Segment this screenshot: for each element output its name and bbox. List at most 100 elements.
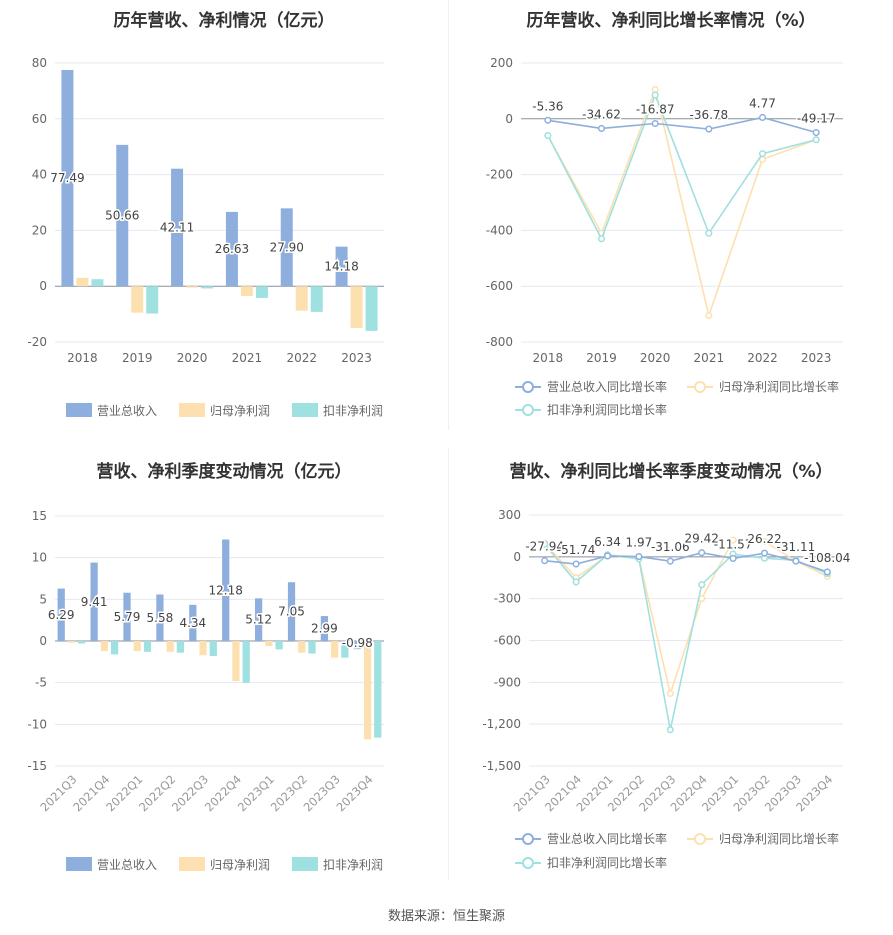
legend-swatch bbox=[292, 403, 318, 417]
bar-net-profit bbox=[363, 641, 372, 740]
data-label: 5.12 bbox=[245, 613, 272, 627]
bar-net-profit bbox=[265, 641, 273, 646]
line-point bbox=[760, 537, 769, 546]
line-point bbox=[666, 557, 674, 565]
y-tick-label: -800 bbox=[486, 335, 513, 349]
chart-panel-annual-bar: 历年营收、净利情况（亿元） -20 0 20 40 60 80 2018 2019 2020 20… bbox=[0, 0, 448, 430]
y-tick-label: -400 bbox=[486, 223, 513, 237]
bar-deducted-net-profit bbox=[341, 641, 349, 658]
bar-deducted-net-profit bbox=[365, 286, 378, 331]
legend-marker bbox=[522, 404, 534, 416]
line-point bbox=[729, 536, 737, 544]
data-label: 29.42 bbox=[685, 532, 719, 546]
y-tick-label: -1,500 bbox=[482, 759, 521, 773]
bar-deducted-net-profit bbox=[143, 641, 152, 652]
line-point bbox=[758, 113, 767, 122]
legend-label: 营业总收入 bbox=[97, 858, 157, 872]
data-label: 26.63 bbox=[215, 242, 249, 256]
data-label: 14.18 bbox=[324, 259, 358, 273]
data-label: -16.87 bbox=[636, 103, 675, 117]
bar-net-profit bbox=[331, 641, 339, 658]
chart-panel-quarter-bar: 营收、净利季度变动情况（亿元） -15 -10 -5 0 5 10 15 2021Q3 2021… bbox=[0, 450, 448, 890]
line-point bbox=[666, 726, 674, 734]
annual-growth-chart: -800 -600 -400 -200 0 200 2018 2019 2020 2021 2022… bbox=[486, 56, 843, 417]
data-label: -108.04 bbox=[804, 551, 850, 565]
line-deducted-profit-growth bbox=[544, 543, 828, 730]
x-tick-label: 2019 bbox=[122, 351, 153, 365]
bar-revenue bbox=[225, 211, 238, 287]
line-point bbox=[572, 560, 580, 568]
x-tick-label: 2022 bbox=[286, 351, 317, 365]
data-label: -51.74 bbox=[557, 543, 596, 557]
line-point bbox=[705, 229, 713, 237]
legend-label: 营业总收入 bbox=[97, 404, 157, 418]
legend-marker bbox=[694, 833, 706, 845]
line-point bbox=[666, 689, 674, 698]
line-point bbox=[812, 136, 820, 144]
x-tick-label: 2019 bbox=[586, 351, 617, 365]
bar-revenue bbox=[61, 70, 74, 287]
bar-revenue bbox=[287, 582, 296, 641]
x-tick-label: 2020 bbox=[640, 351, 671, 365]
data-label: 12.18 bbox=[209, 583, 243, 597]
bar-revenue bbox=[189, 604, 197, 641]
bar-deducted-net-profit bbox=[78, 641, 86, 644]
data-label: 7.05 bbox=[278, 605, 305, 619]
x-tick-label: 2023 bbox=[341, 351, 372, 365]
y-tick-label: 0 bbox=[505, 112, 513, 126]
line-point bbox=[760, 549, 769, 557]
line-point bbox=[705, 311, 713, 320]
data-label: 42.11 bbox=[160, 220, 194, 234]
y-tick-label: -15 bbox=[27, 759, 47, 773]
chart-title: 历年营收、净利情况（亿元） bbox=[113, 11, 335, 31]
line-point bbox=[572, 578, 580, 586]
y-tick-label: 5 bbox=[39, 592, 47, 606]
legend-swatch bbox=[66, 857, 92, 871]
data-label: -36.78 bbox=[689, 108, 728, 122]
chart-title: 营收、净利同比增长率季度变动情况（%） bbox=[509, 462, 833, 482]
bar-revenue bbox=[171, 168, 184, 287]
legend-marker bbox=[522, 857, 534, 869]
bar-deducted-net-profit bbox=[374, 641, 382, 738]
line-point bbox=[541, 540, 549, 548]
bar-net-profit bbox=[131, 286, 144, 313]
y-tick-label: 0 bbox=[39, 634, 47, 648]
line-point bbox=[812, 128, 820, 137]
data-source-note: 数据来源：恒生聚源 bbox=[387, 909, 505, 924]
bar-revenue bbox=[280, 208, 293, 287]
data-label: 77.49 bbox=[50, 171, 84, 185]
line-point bbox=[823, 568, 831, 576]
line-point bbox=[544, 131, 552, 140]
legend-swatch bbox=[66, 403, 92, 417]
data-label: -5.36 bbox=[532, 99, 563, 113]
data-label: 6.29 bbox=[48, 608, 75, 622]
y-tick-label: 20 bbox=[32, 223, 47, 237]
bar-deducted-net-profit bbox=[146, 286, 159, 314]
bar-deducted-net-profit bbox=[242, 641, 250, 683]
bar-revenue bbox=[320, 616, 329, 641]
line-point bbox=[635, 553, 643, 561]
bar-deducted-net-profit bbox=[275, 641, 283, 650]
bar-deducted-net-profit bbox=[255, 286, 268, 298]
line-point bbox=[758, 150, 767, 158]
y-tick-label: -10 bbox=[27, 717, 47, 731]
data-label: 26.22 bbox=[747, 532, 781, 546]
bar-net-profit bbox=[186, 286, 199, 288]
y-tick-label: 200 bbox=[490, 56, 513, 70]
bar-net-profit bbox=[240, 286, 253, 296]
bar-net-profit bbox=[295, 286, 308, 311]
panel-divider bbox=[448, 448, 449, 880]
data-label: -27.94 bbox=[525, 540, 564, 554]
y-tick-label: 15 bbox=[32, 509, 47, 523]
line-point bbox=[651, 85, 659, 94]
legend-marker bbox=[522, 833, 534, 845]
annual-revenue-profit-chart: -20 0 20 40 60 80 2018 2019 2020 2021 2022 2023 77.4… bbox=[27, 56, 384, 418]
line-point bbox=[597, 235, 606, 243]
bar-revenue bbox=[335, 246, 348, 287]
panel-divider bbox=[448, 0, 449, 430]
bar-revenue bbox=[353, 641, 361, 650]
bar-net-profit bbox=[232, 641, 240, 681]
line-net-profit-growth bbox=[547, 86, 817, 319]
legend-label: 扣非净利润 bbox=[323, 858, 383, 872]
data-label: 4.34 bbox=[179, 616, 206, 630]
